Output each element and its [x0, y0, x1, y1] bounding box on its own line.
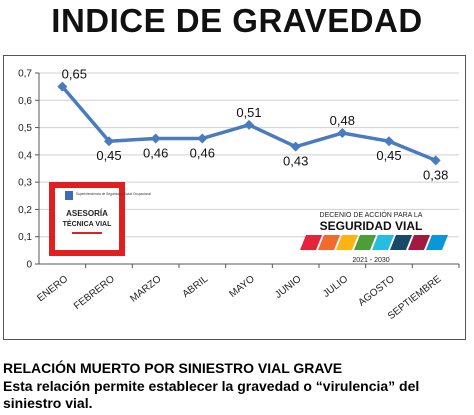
data-label: 0,45 — [96, 148, 121, 163]
data-point — [57, 81, 68, 92]
line-chart: 0 0,1 0,2 0,3 0,4 0,5 0,6 0,7 ENERO FEBRERO MARZO… — [18, 67, 460, 322]
x-tick-label: AGOSTO — [356, 274, 397, 309]
data-label: 0,65 — [62, 67, 87, 82]
chart-panel: 0 0,1 0,2 0,3 0,4 0,5 0,6 0,7 ENERO FEBRERO MARZO… — [3, 55, 466, 340]
x-tick-label: ABRIL — [181, 273, 211, 300]
y-tick-label: 0,7 — [18, 69, 32, 80]
data-point — [290, 141, 301, 152]
data-point — [150, 133, 161, 144]
decenio-stripe — [300, 235, 322, 250]
data-point — [337, 128, 348, 139]
logo-top-text: Superintendencia de Seguridad y Salud Oc… — [76, 192, 151, 196]
y-tick-label: 0 — [26, 260, 32, 271]
data-label: 0,48 — [330, 113, 355, 128]
data-label: 0,38 — [423, 167, 448, 182]
x-tick-label: ENERO — [35, 274, 70, 305]
decenio-line1: DECENIO DE ACCIÓN PARA LA — [320, 210, 423, 219]
y-tick-label: 0,3 — [18, 178, 32, 189]
decenio-stripe — [390, 235, 412, 250]
data-label: 0,46 — [190, 145, 215, 160]
x-tick-label: JUNIO — [273, 274, 304, 301]
data-point — [430, 155, 441, 166]
data-label: 0,43 — [283, 154, 308, 169]
logo-underline — [72, 232, 102, 234]
data-point — [384, 136, 394, 147]
data-labels: 0,65 0,45 0,46 0,46 0,51 0,43 0,48 0,45 0,38 — [62, 67, 449, 183]
decenio-stripes — [300, 235, 448, 250]
page-title: INDICE DE GRAVEDAD — [51, 2, 423, 39]
decenio-stripe — [408, 235, 430, 250]
x-tick-label: MARZO — [128, 274, 163, 305]
decenio-stripe — [354, 235, 376, 250]
y-tick-label: 0,2 — [18, 205, 32, 216]
caption-title: RELACIÓN MUERTO POR SINIESTRO VIAL GRAVE — [3, 360, 343, 376]
y-tick-label: 0,5 — [18, 123, 32, 134]
y-tick-label: 0,4 — [18, 150, 32, 161]
data-point — [244, 119, 254, 130]
decenio-stripe — [318, 235, 340, 250]
decenio-stripe — [426, 235, 448, 250]
caption-body: Esta relación permite establecer la grav… — [3, 378, 420, 411]
decenio-stripe — [372, 235, 394, 250]
data-label: 0,45 — [376, 148, 401, 163]
x-tick-label: MAYO — [227, 274, 257, 300]
x-tick-label: FEBRERO — [72, 274, 117, 313]
data-point — [197, 133, 208, 144]
logo-line2: TÉCNICA VIAL — [63, 219, 112, 228]
asesoria-logo: Superintendencia de Seguridad y Salud Oc… — [49, 182, 151, 256]
logo-emblem-icon — [65, 191, 73, 200]
y-tick-label: 0,6 — [18, 96, 32, 107]
data-point — [104, 136, 114, 147]
x-tick-label: JULIO — [321, 274, 350, 300]
decenio-years: 2021 - 2030 — [352, 257, 389, 264]
y-tick-label: 0,1 — [18, 232, 32, 243]
y-axis: 0 0,1 0,2 0,3 0,4 0,5 0,6 0,7 — [18, 69, 40, 271]
data-label: 0,46 — [143, 145, 168, 160]
data-markers — [57, 81, 441, 166]
data-label: 0,51 — [236, 105, 261, 120]
decenio-logo: DECENIO DE ACCIÓN PARA LA SEGURIDAD VIAL… — [300, 210, 448, 264]
logo-line1: ASESORÍA — [66, 209, 108, 218]
decenio-line2: SEGURIDAD VIAL — [320, 219, 423, 233]
logo-white-panel — [55, 188, 119, 250]
x-axis: ENERO FEBRERO MARZO ABRIL MAYO JUNIO JULIO AGOS… — [35, 263, 460, 322]
decenio-stripe — [336, 235, 358, 250]
